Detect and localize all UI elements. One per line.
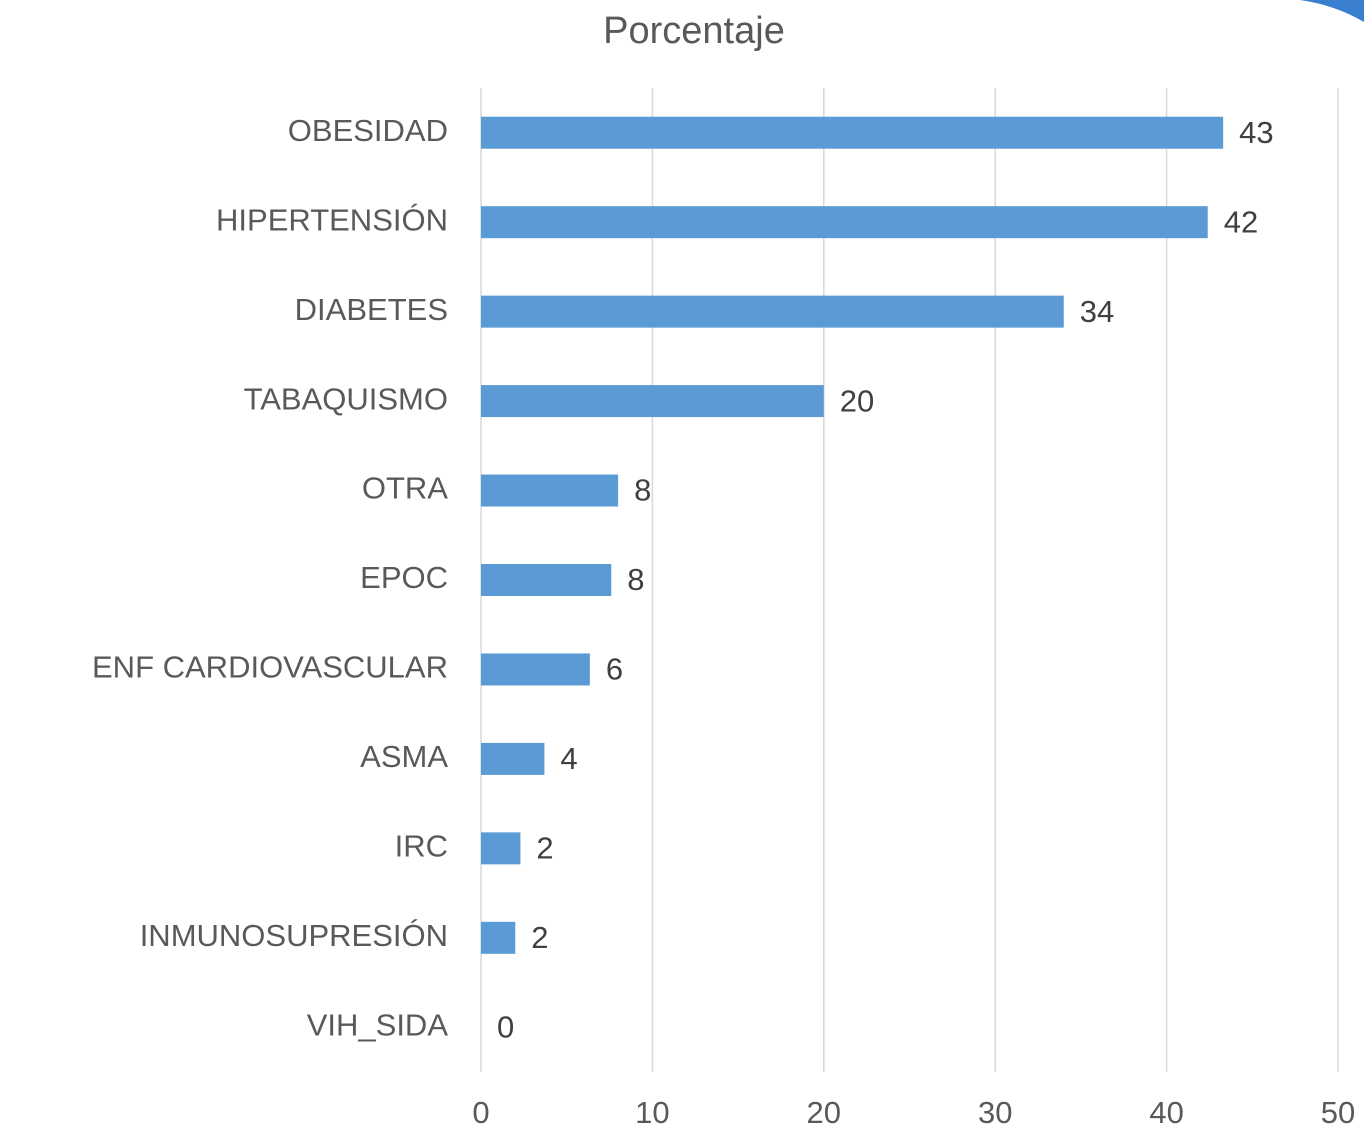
data-label: 34 bbox=[1080, 294, 1114, 329]
bar bbox=[481, 564, 612, 596]
data-label: 2 bbox=[531, 920, 548, 955]
x-tick-label: 30 bbox=[978, 1095, 1012, 1130]
data-label: 4 bbox=[560, 741, 577, 776]
chart-title: Porcentaje bbox=[603, 10, 785, 52]
data-label: 43 bbox=[1239, 115, 1273, 150]
bar bbox=[481, 116, 1224, 149]
data-label: 2 bbox=[536, 831, 553, 866]
x-tick-label: 50 bbox=[1321, 1095, 1355, 1130]
y-tick-label: OBESIDAD bbox=[288, 113, 448, 148]
bar bbox=[481, 385, 824, 418]
bar bbox=[481, 206, 1208, 239]
x-tick-label: 0 bbox=[472, 1095, 489, 1130]
bar bbox=[481, 832, 521, 865]
y-tick-label: EPOC bbox=[360, 560, 448, 595]
data-label: 8 bbox=[627, 562, 644, 597]
y-tick-label: IRC bbox=[395, 829, 448, 864]
y-tick-label: ASMA bbox=[360, 739, 448, 774]
x-tick-label: 10 bbox=[635, 1095, 669, 1130]
y-tick-label: ENF CARDIOVASCULAR bbox=[92, 650, 448, 685]
bar bbox=[481, 742, 545, 775]
data-label: 20 bbox=[840, 383, 874, 418]
bar bbox=[481, 295, 1064, 328]
data-label: 0 bbox=[497, 1009, 514, 1044]
bar bbox=[481, 921, 516, 954]
y-tick-label: VIH_SIDA bbox=[307, 1007, 449, 1042]
x-tick-label: 20 bbox=[807, 1095, 841, 1130]
y-tick-label: INMUNOSUPRESIÓN bbox=[140, 918, 448, 953]
bar bbox=[481, 653, 590, 686]
y-tick-label: TABAQUISMO bbox=[244, 381, 448, 416]
x-tick-label: 40 bbox=[1149, 1095, 1183, 1130]
data-label: 6 bbox=[606, 652, 623, 687]
bar bbox=[481, 474, 619, 507]
y-tick-label: DIABETES bbox=[295, 292, 448, 327]
data-label: 8 bbox=[634, 473, 651, 508]
y-tick-label: OTRA bbox=[362, 471, 448, 506]
data-label: 42 bbox=[1224, 204, 1258, 239]
y-tick-label: HIPERTENSIÓN bbox=[216, 202, 448, 237]
corner-decoration bbox=[1300, 0, 1364, 22]
